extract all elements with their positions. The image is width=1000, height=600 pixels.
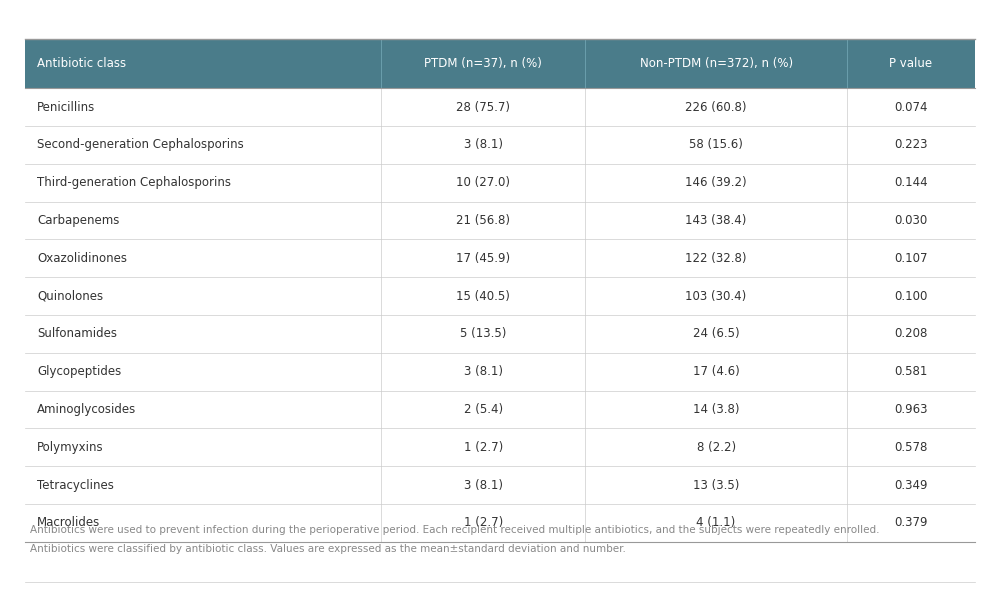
Text: 0.100: 0.100 (894, 290, 928, 302)
Text: 0.208: 0.208 (894, 328, 928, 340)
Text: 5 (13.5): 5 (13.5) (460, 328, 507, 340)
Text: 8 (2.2): 8 (2.2) (697, 441, 736, 454)
Bar (25, 39, 975, 88)
Text: 226 (60.8): 226 (60.8) (685, 101, 747, 113)
Text: 146 (39.2): 146 (39.2) (685, 176, 747, 189)
Text: Second-generation Cephalosporins: Second-generation Cephalosporins (37, 139, 244, 151)
Text: 0.074: 0.074 (894, 101, 928, 113)
Text: 3 (8.1): 3 (8.1) (464, 139, 503, 151)
Text: 17 (45.9): 17 (45.9) (456, 252, 510, 265)
Text: 0.578: 0.578 (894, 441, 928, 454)
Text: 2 (5.4): 2 (5.4) (464, 403, 503, 416)
Text: 0.581: 0.581 (894, 365, 928, 378)
Text: Quinolones: Quinolones (37, 290, 103, 302)
Text: Third-generation Cephalosporins: Third-generation Cephalosporins (37, 176, 231, 189)
Text: 10 (27.0): 10 (27.0) (456, 176, 510, 189)
Text: Antibiotics were used to prevent infection during the perioperative period. Each: Antibiotics were used to prevent infecti… (30, 525, 880, 535)
Text: 143 (38.4): 143 (38.4) (685, 214, 747, 227)
Text: Sulfonamides: Sulfonamides (37, 328, 117, 340)
Text: Tetracyclines: Tetracyclines (37, 479, 114, 491)
Text: 0.963: 0.963 (894, 403, 928, 416)
Text: 1 (2.7): 1 (2.7) (464, 441, 503, 454)
Text: 17 (4.6): 17 (4.6) (693, 365, 739, 378)
Text: 103 (30.4): 103 (30.4) (685, 290, 747, 302)
Text: 28 (75.7): 28 (75.7) (456, 101, 510, 113)
Text: 1 (2.7): 1 (2.7) (464, 517, 503, 529)
Text: 14 (3.8): 14 (3.8) (693, 403, 739, 416)
Text: Polymyxins: Polymyxins (37, 441, 104, 454)
Text: 3 (8.1): 3 (8.1) (464, 479, 503, 491)
Text: 24 (6.5): 24 (6.5) (693, 328, 739, 340)
Text: 0.144: 0.144 (894, 176, 928, 189)
Text: 3 (8.1): 3 (8.1) (464, 365, 503, 378)
Text: 4 (1.1): 4 (1.1) (696, 517, 736, 529)
Text: 15 (40.5): 15 (40.5) (456, 290, 510, 302)
Text: 13 (3.5): 13 (3.5) (693, 479, 739, 491)
Text: 0.107: 0.107 (894, 252, 928, 265)
Text: 0.349: 0.349 (894, 479, 928, 491)
Text: 0.223: 0.223 (894, 139, 928, 151)
Text: Oxazolidinones: Oxazolidinones (37, 252, 127, 265)
Text: 0.379: 0.379 (894, 517, 928, 529)
Text: 58 (15.6): 58 (15.6) (689, 139, 743, 151)
Text: PTDM (n=37), n (%): PTDM (n=37), n (%) (424, 57, 542, 70)
Text: Antibiotic class: Antibiotic class (37, 57, 126, 70)
Text: P value: P value (889, 57, 932, 70)
Text: Non-PTDM (n=372), n (%): Non-PTDM (n=372), n (%) (640, 57, 793, 70)
Text: Macrolides: Macrolides (37, 517, 100, 529)
Text: 122 (32.8): 122 (32.8) (685, 252, 747, 265)
Text: 0.030: 0.030 (894, 214, 927, 227)
Text: Antibiotics were classified by antibiotic class. Values are expressed as the mea: Antibiotics were classified by antibioti… (30, 544, 626, 554)
Text: Penicillins: Penicillins (37, 101, 95, 113)
Text: Glycopeptides: Glycopeptides (37, 365, 121, 378)
Text: Aminoglycosides: Aminoglycosides (37, 403, 136, 416)
Text: 21 (56.8): 21 (56.8) (456, 214, 510, 227)
Text: Carbapenems: Carbapenems (37, 214, 119, 227)
